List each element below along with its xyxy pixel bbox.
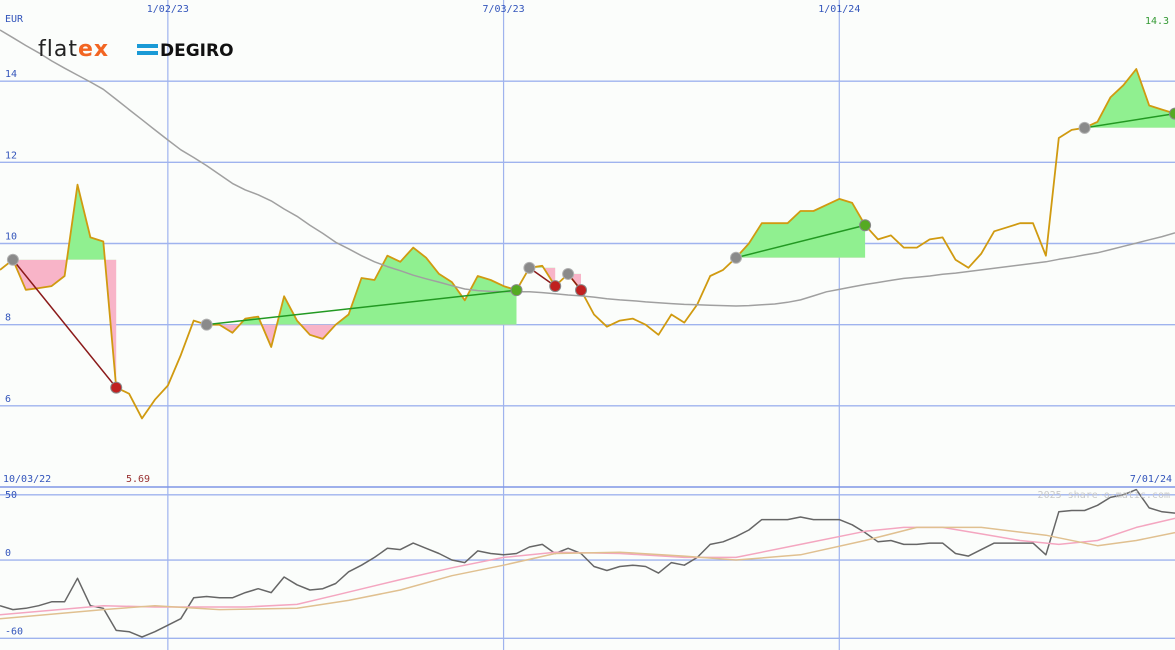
signal-line — [206, 289, 517, 326]
series-line — [0, 526, 1175, 620]
logo-bar — [137, 51, 158, 55]
gain-area — [736, 198, 866, 258]
exit-marker — [110, 381, 123, 394]
signal-line — [735, 224, 866, 259]
logo-part: flat — [38, 37, 78, 62]
gain-area — [12, 184, 117, 260]
x-range-label: 7/01/24 — [1130, 474, 1172, 485]
unit-label: EUR — [5, 14, 24, 25]
watermark: 2025 share-o-matic.com — [1038, 490, 1170, 501]
x-tick-label: 7/03/23 — [482, 4, 524, 15]
logo-part: ex — [78, 37, 109, 62]
max-label: 14.3 — [1145, 16, 1169, 27]
logo-text: DEGIRO — [160, 41, 234, 61]
y-tick-label: 14 — [5, 69, 17, 80]
exit-marker — [549, 280, 562, 293]
entry-marker — [523, 261, 536, 274]
entry-marker — [562, 267, 575, 280]
y-tick-label: -60 — [5, 626, 23, 637]
exit-marker — [575, 284, 588, 297]
y-tick-label: 12 — [5, 150, 17, 161]
y-tick-label: 8 — [5, 313, 11, 324]
entry-marker — [729, 251, 742, 264]
y-tick-label: 50 — [5, 490, 17, 501]
series-line — [0, 488, 1175, 638]
gain-area — [1084, 69, 1175, 128]
y-tick-label: 10 — [5, 232, 17, 243]
series-line — [0, 68, 1175, 420]
min-label: 5.69 — [126, 474, 150, 485]
y-tick-label: 6 — [5, 394, 11, 405]
y-tick-label: 0 — [5, 548, 11, 559]
logo: flatex DEGIRO — [38, 37, 234, 62]
exit-marker — [859, 219, 872, 232]
logo-text: flatex — [38, 37, 109, 62]
x-tick-label: 1/01/24 — [818, 4, 860, 15]
series-layer: 6 8 10 12 14 10/03/22 1/02/23 7/03/23 1/01/24 7/0… — [0, 4, 1175, 638]
signal-line — [1084, 112, 1175, 129]
series-line — [0, 517, 1175, 616]
x-tick-label: 1/02/23 — [147, 4, 189, 15]
signal-line — [12, 259, 117, 389]
gain-area — [239, 247, 517, 325]
series-line — [0, 29, 1175, 307]
entry-marker — [200, 318, 213, 331]
entry-marker — [6, 253, 19, 266]
loss-area — [568, 273, 581, 291]
exit-marker — [1169, 107, 1175, 120]
x-range-label: 10/03/22 — [3, 474, 51, 485]
logo-bar — [137, 44, 158, 48]
exit-marker — [510, 284, 523, 297]
entry-marker — [1078, 121, 1091, 134]
